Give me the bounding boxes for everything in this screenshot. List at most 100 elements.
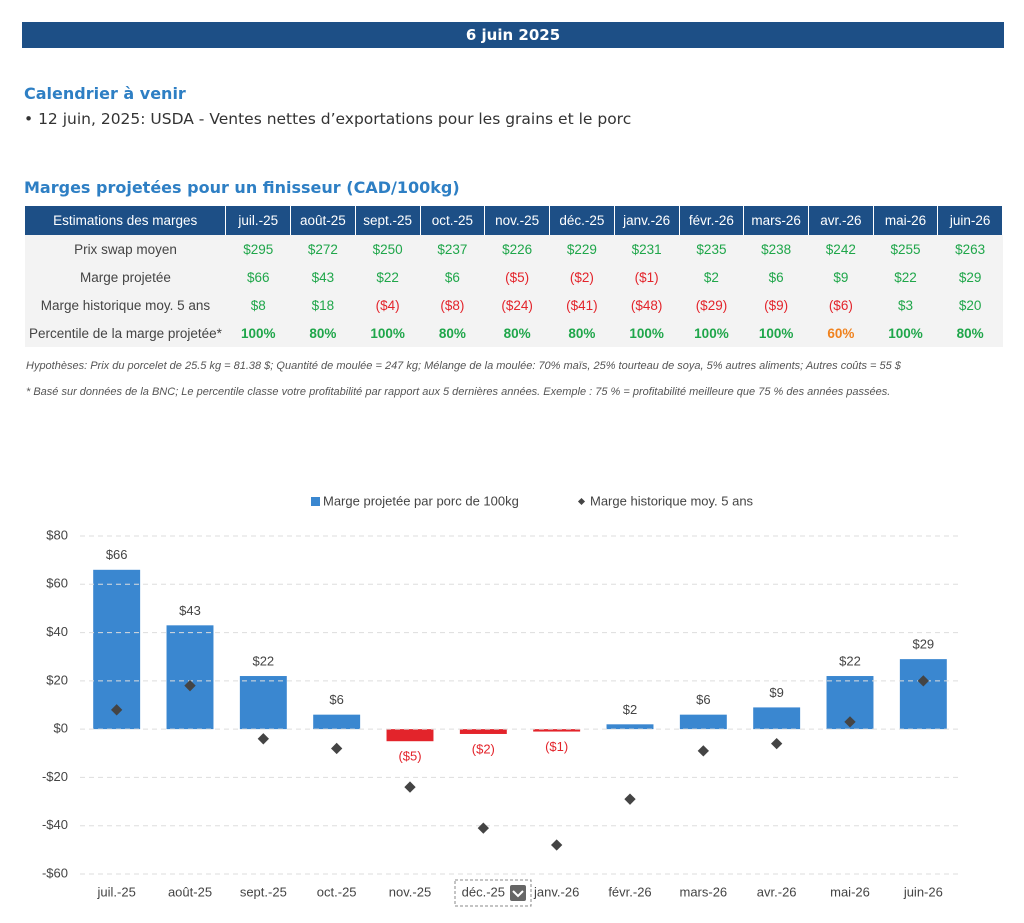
diamond-marker [257, 733, 269, 745]
header-row: Estimations des marges juil.-25 août-25 sep… [25, 206, 1003, 235]
column-header: janv.-26 [614, 206, 680, 235]
table-cell: $272 [290, 235, 356, 263]
diamond-marker [697, 745, 709, 757]
table-cell: $250 [355, 235, 421, 263]
table-cell: $229 [549, 235, 615, 263]
table-row: Percentile de la marge projetée* 100% 80% 1… [25, 319, 1003, 347]
data-label: $6 [696, 692, 710, 707]
column-header: sept.-25 [355, 206, 421, 235]
table-cell: $66 [225, 263, 291, 291]
diamond-marker [404, 781, 416, 793]
column-header: Estimations des marges [25, 206, 227, 235]
column-header: avr.-26 [808, 206, 874, 235]
table-cell: 100% [614, 319, 680, 347]
table-cell: 80% [549, 319, 615, 347]
table-cell: $43 [290, 263, 356, 291]
table-cell: 100% [873, 319, 938, 347]
table-cell: 100% [743, 319, 809, 347]
bar [166, 625, 214, 730]
diamond-marker [917, 675, 929, 687]
table-cell: $263 [937, 235, 1003, 263]
y-tick-label: $0 [54, 721, 68, 736]
y-tick-label: -$40 [42, 817, 68, 832]
table-cell: 80% [484, 319, 550, 347]
x-tick-label: juil.-25 [97, 884, 136, 899]
table-cell: $8 [225, 291, 291, 319]
x-tick-label: mars-26 [679, 884, 727, 899]
data-label: $6 [329, 692, 343, 707]
table-cell: $255 [873, 235, 938, 263]
diamond-marker [331, 742, 343, 755]
data-label: ($1) [545, 739, 568, 754]
x-tick-label: janv.-26 [533, 884, 579, 899]
table-cell: 80% [290, 319, 356, 347]
table-row: Marge historique moy. 5 ans $8 $18 ($4) ($8)… [25, 291, 1003, 319]
data-label: $2 [623, 702, 637, 717]
table-cell: 80% [937, 319, 1003, 347]
y-tick-label: $80 [46, 527, 68, 542]
column-header: oct.-25 [420, 206, 486, 235]
table-cell: 80% [420, 319, 485, 347]
y-tick-label: $40 [46, 624, 68, 639]
table-cell: $29 [937, 263, 1003, 291]
bar [753, 707, 801, 730]
bar [93, 569, 141, 730]
table-cell: $235 [679, 235, 744, 263]
table-cell: $6 [743, 263, 809, 291]
table-cell: 100% [355, 319, 421, 347]
data-label: $29 [912, 637, 934, 652]
note: Hypothèses: Prix du porcelet de 25.5 kg … [26, 360, 901, 372]
x-tick-label: mai-26 [830, 884, 870, 899]
chart: $29 $22 $9 $6 $2 ($1) ($2) ($5) $6 $22 $43 $66 Marge… [42, 493, 960, 907]
table-cell: $18 [290, 291, 356, 319]
bar [239, 676, 287, 730]
table-cell: $238 [743, 235, 809, 263]
section-title: Calendrier à venir [24, 84, 186, 103]
legend-label: Marge projetée par porc de 100kg [323, 493, 519, 508]
column-header: juin-26 [937, 206, 1003, 235]
table-cell: 100% [225, 319, 291, 347]
calendar-item: • 12 juin, 2025: USDA - Ventes nettes d’… [24, 110, 632, 128]
row-label: Prix swap moyen [25, 235, 226, 263]
x-tick-label: déc.-25 [462, 884, 505, 899]
table-cell: 60% [808, 319, 874, 347]
table-cell: $242 [808, 235, 874, 263]
data-label: $22 [252, 653, 274, 668]
column-header: déc.-25 [549, 206, 615, 235]
column-header: août-25 [290, 206, 356, 235]
table-cell: $3 [873, 291, 938, 319]
diamond-marker [477, 822, 489, 834]
bar [679, 714, 727, 730]
date-header: 6 juin 2025 [22, 22, 1004, 48]
diamond-marker [844, 716, 856, 728]
table-cell: $9 [808, 263, 874, 291]
section-title: Marges projetées pour un finisseur (CAD/… [24, 178, 460, 197]
table-cell: $226 [484, 235, 550, 263]
x-tick-label: avr.-26 [757, 884, 797, 899]
table-cell: ($5) [484, 263, 550, 291]
data-label: $66 [106, 547, 128, 562]
data-label: ($5) [398, 749, 421, 764]
column-header: mars-26 [743, 206, 809, 235]
bar [899, 659, 947, 730]
table-cell: $295 [225, 235, 291, 263]
x-tick-label: juin-26 [903, 884, 943, 899]
bar [313, 714, 361, 730]
dropdown-button[interactable] [510, 885, 526, 901]
diamond-marker [771, 737, 783, 750]
table-row: Marge projetée $66 $43 $22 $6 ($5) ($2) ($1) $2 $… [25, 263, 1003, 291]
table-cell: 100% [679, 319, 744, 347]
data-label: $9 [769, 685, 783, 700]
table-cell: ($8) [420, 291, 485, 319]
row-label: Marge historique moy. 5 ans [25, 291, 226, 319]
x-tick-label: févr.-26 [608, 884, 651, 899]
x-tick-label: sept.-25 [240, 884, 287, 899]
bar [459, 729, 507, 734]
diamond-marker [624, 793, 636, 805]
table-cell: ($2) [549, 263, 615, 291]
table-cell: ($48) [614, 291, 680, 319]
table-cell: ($4) [355, 291, 421, 319]
table-cell: ($6) [808, 291, 874, 319]
table-cell: $6 [420, 263, 485, 291]
